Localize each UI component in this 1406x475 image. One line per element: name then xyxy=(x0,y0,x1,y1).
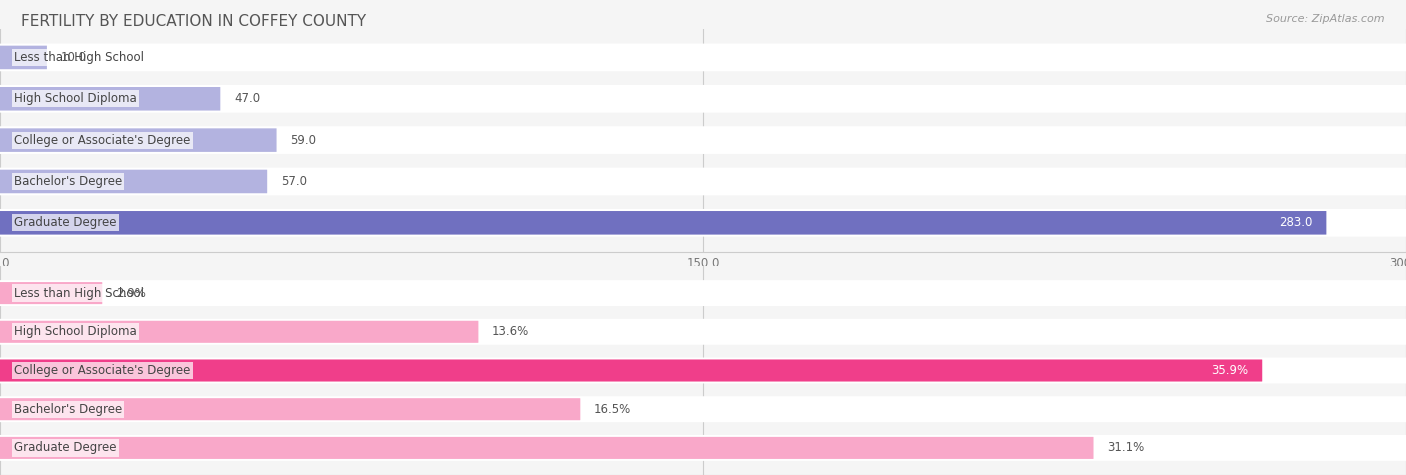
FancyBboxPatch shape xyxy=(0,358,1406,383)
Text: 2.9%: 2.9% xyxy=(115,286,146,300)
Text: 47.0: 47.0 xyxy=(235,92,260,105)
Text: 13.6%: 13.6% xyxy=(492,325,529,338)
FancyBboxPatch shape xyxy=(0,396,1406,422)
FancyBboxPatch shape xyxy=(0,282,103,304)
Text: 57.0: 57.0 xyxy=(281,175,307,188)
Text: 31.1%: 31.1% xyxy=(1108,441,1144,455)
Text: Less than High School: Less than High School xyxy=(14,51,143,64)
FancyBboxPatch shape xyxy=(0,360,1263,381)
FancyBboxPatch shape xyxy=(0,398,581,420)
Text: Source: ZipAtlas.com: Source: ZipAtlas.com xyxy=(1267,14,1385,24)
Text: College or Associate's Degree: College or Associate's Degree xyxy=(14,364,190,377)
FancyBboxPatch shape xyxy=(0,319,1406,345)
Text: FERTILITY BY EDUCATION IN COFFEY COUNTY: FERTILITY BY EDUCATION IN COFFEY COUNTY xyxy=(21,14,366,29)
Text: 35.9%: 35.9% xyxy=(1211,364,1249,377)
FancyBboxPatch shape xyxy=(0,170,267,193)
FancyBboxPatch shape xyxy=(0,209,1406,237)
Text: Less than High School: Less than High School xyxy=(14,286,143,300)
Text: Graduate Degree: Graduate Degree xyxy=(14,216,117,229)
Text: 283.0: 283.0 xyxy=(1279,216,1312,229)
FancyBboxPatch shape xyxy=(0,46,46,69)
Text: Bachelor's Degree: Bachelor's Degree xyxy=(14,403,122,416)
Text: High School Diploma: High School Diploma xyxy=(14,325,136,338)
FancyBboxPatch shape xyxy=(0,126,1406,154)
Text: 59.0: 59.0 xyxy=(291,133,316,147)
FancyBboxPatch shape xyxy=(0,211,1326,235)
FancyBboxPatch shape xyxy=(0,44,1406,71)
FancyBboxPatch shape xyxy=(0,280,1406,306)
Text: College or Associate's Degree: College or Associate's Degree xyxy=(14,133,190,147)
FancyBboxPatch shape xyxy=(0,437,1094,459)
FancyBboxPatch shape xyxy=(0,128,277,152)
FancyBboxPatch shape xyxy=(0,85,1406,113)
Text: Graduate Degree: Graduate Degree xyxy=(14,441,117,455)
FancyBboxPatch shape xyxy=(0,168,1406,195)
FancyBboxPatch shape xyxy=(0,87,221,111)
FancyBboxPatch shape xyxy=(0,435,1406,461)
Text: High School Diploma: High School Diploma xyxy=(14,92,136,105)
FancyBboxPatch shape xyxy=(0,321,478,343)
Text: 16.5%: 16.5% xyxy=(593,403,631,416)
Text: Bachelor's Degree: Bachelor's Degree xyxy=(14,175,122,188)
Text: 10.0: 10.0 xyxy=(60,51,87,64)
